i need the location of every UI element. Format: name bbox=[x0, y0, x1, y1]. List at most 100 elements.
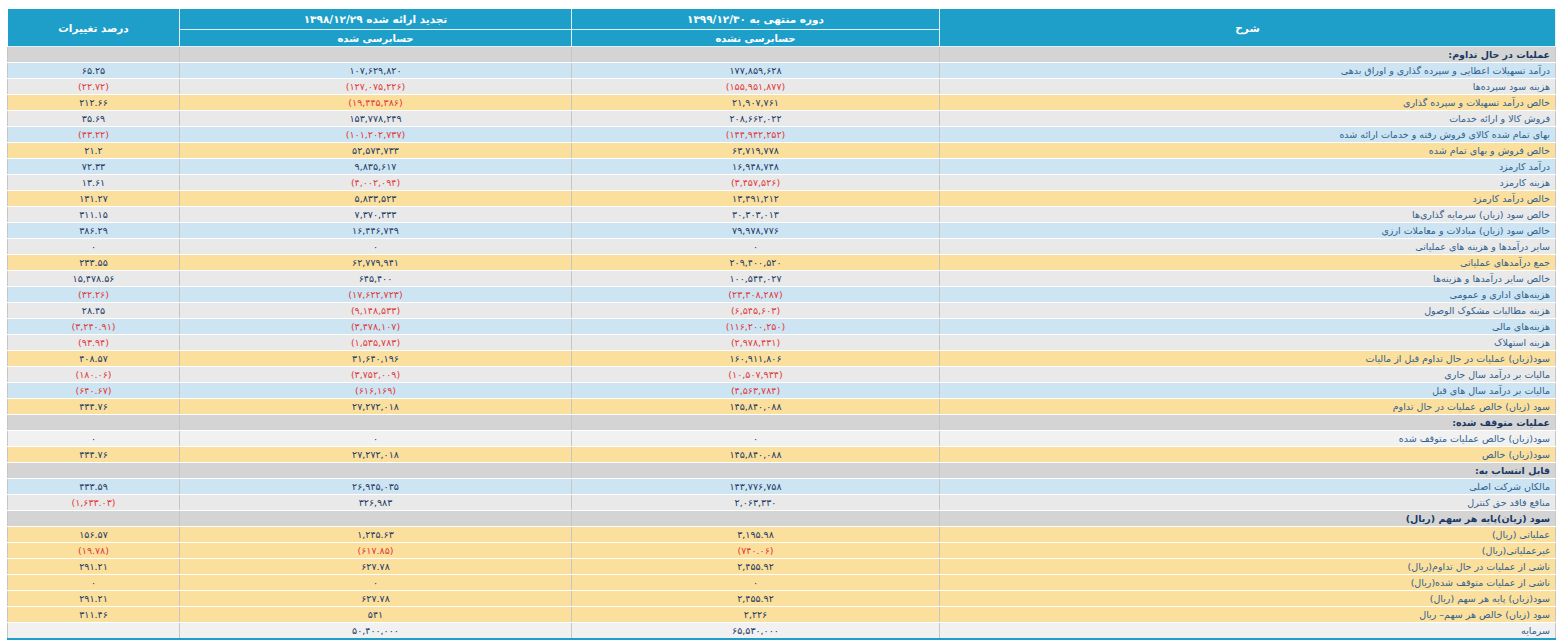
row-label: هزینه استهلاک bbox=[940, 335, 1556, 351]
table-body: عملیات در حال تداوم:درآمد تسهیلات اعطایی… bbox=[8, 47, 1556, 640]
change-percent-cell bbox=[8, 623, 180, 640]
row-label: هزینه سود سپرده‌ها bbox=[940, 79, 1556, 95]
row-label: مالیات بر درآمد سال های قبل bbox=[940, 383, 1556, 399]
row-label: سرمایه bbox=[940, 623, 1556, 640]
table-row: خالص درآمد تسهیلات و سپرده گذاری۲۱,۹۰۷,۷… bbox=[8, 95, 1556, 111]
section-row: سود (زیان)پایه هر سهم (ریال) bbox=[8, 511, 1556, 527]
current-period-cell: (۱۱۶,۲۰۰,۲۵۰) bbox=[572, 319, 940, 335]
row-label: سود(زیان) خالص عملیات متوقف شده bbox=[940, 431, 1556, 447]
row-label: فروش کالا و ارائه خدمات bbox=[940, 111, 1556, 127]
row-label: مالکان شرکت اصلی bbox=[940, 479, 1556, 495]
header-period-prior: تجدید ارائه شده ۱۳۹۸/۱۲/۲۹ bbox=[180, 9, 572, 30]
row-label: هزینه مطالبات مشکوک الوصول bbox=[940, 303, 1556, 319]
income-statement-table: شرح دوره منتهی به ۱۳۹۹/۱۲/۳۰ تجدید ارائه… bbox=[7, 8, 1556, 640]
current-period-cell: ۱۳,۴۹۱,۲۱۲ bbox=[572, 191, 940, 207]
change-percent-cell: ۲۱.۲ bbox=[8, 143, 180, 159]
prior-period-cell: ۷,۳۷۰,۳۳۳ bbox=[180, 207, 572, 223]
row-label: هزینه کارمزد bbox=[940, 175, 1556, 191]
prior-period-cell bbox=[180, 415, 572, 431]
current-period-cell: ۱۴۵,۸۴۰,۰۸۸ bbox=[572, 399, 940, 415]
row-label: خالص درآمد کارمزد bbox=[940, 191, 1556, 207]
current-period-cell: ۶۵,۵۳۰,۰۰۰ bbox=[572, 623, 940, 640]
table-row: سود(زیان) پایه هر سهم (ریال)۲,۴۵۵.۹۲۶۲۷.… bbox=[8, 591, 1556, 607]
change-percent-cell: (۴۳.۲۲) bbox=[8, 127, 180, 143]
current-period-cell: (۶,۵۴۵,۶۰۳) bbox=[572, 303, 940, 319]
table-row: خالص سود (زیان) سرمایه گذاری‌ها۳۰,۳۰۳,۰۱… bbox=[8, 207, 1556, 223]
row-label: سایر درآمدها و هزینه های عملیاتی bbox=[940, 239, 1556, 255]
table-row: سود (زیان) خالص عملیات در حال تداوم۱۴۵,۸… bbox=[8, 399, 1556, 415]
change-percent-cell: (۳,۲۴۰.۹۱) bbox=[8, 319, 180, 335]
current-period-cell: ۱۶,۹۴۸,۷۴۸ bbox=[572, 159, 940, 175]
current-period-cell: ۲,۴۵۵.۹۲ bbox=[572, 591, 940, 607]
row-label: خالص سود (زیان) سرمایه گذاری‌ها bbox=[940, 207, 1556, 223]
change-percent-cell: ۴۰۸.۵۷ bbox=[8, 351, 180, 367]
current-period-cell: ۰ bbox=[572, 239, 940, 255]
table-row: هزینه کارمزد(۳,۴۵۷,۵۲۶)(۴,۰۰۲,۰۹۴)۱۳.۶۱ bbox=[8, 175, 1556, 191]
change-percent-cell: ۲۳۳.۵۵ bbox=[8, 255, 180, 271]
financial-statement-page: شرح دوره منتهی به ۱۳۹۹/۱۲/۳۰ تجدید ارائه… bbox=[0, 0, 1564, 642]
change-percent-cell: ۳۵.۶۹ bbox=[8, 111, 180, 127]
change-percent-cell: ۰ bbox=[8, 575, 180, 591]
row-label: بهای تمام شده کالای فروش رفته و خدمات ار… bbox=[940, 127, 1556, 143]
change-percent-cell: ۴۳۳.۵۹ bbox=[8, 479, 180, 495]
prior-period-cell: (۶۱۶,۱۶۹) bbox=[180, 383, 572, 399]
prior-period-cell: ۱۵۳,۷۷۸,۲۴۹ bbox=[180, 111, 572, 127]
table-row: خالص سایر درآمدها و هزینه‌ها۱۰۰,۵۴۴,۰۲۷۶… bbox=[8, 271, 1556, 287]
prior-period-cell: ۵۰,۴۰۰,۰۰۰ bbox=[180, 623, 572, 640]
change-percent-cell: ۰ bbox=[8, 431, 180, 447]
current-period-cell: (۱۴۴,۹۴۲,۲۵۲) bbox=[572, 127, 940, 143]
current-period-cell: ۱۴۳,۷۷۶,۷۵۸ bbox=[572, 479, 940, 495]
current-period-cell: (۳,۴۵۷,۵۲۶) bbox=[572, 175, 940, 191]
prior-period-cell: ۶۲۷.۷۸ bbox=[180, 591, 572, 607]
table-row: مالیات بر درآمد سال جاری(۱۰,۵۰۷,۹۳۴)(۳,۷… bbox=[8, 367, 1556, 383]
prior-period-cell: (۹,۱۴۸,۵۳۳) bbox=[180, 303, 572, 319]
current-period-cell: ۲۰۸,۶۶۲,۰۲۲ bbox=[572, 111, 940, 127]
prior-period-cell: ۰ bbox=[180, 431, 572, 447]
section-row: عملیات متوقف شده: bbox=[8, 415, 1556, 431]
prior-period-cell: ۱۶,۴۴۶,۷۴۹ bbox=[180, 223, 572, 239]
header-period-current: دوره منتهی به ۱۳۹۹/۱۲/۳۰ bbox=[572, 9, 940, 30]
prior-period-cell: ۵۲,۵۷۴,۷۳۳ bbox=[180, 143, 572, 159]
row-label: هزینه‌های اداری و عمومی bbox=[940, 287, 1556, 303]
prior-period-cell: ۳۱,۶۴۰,۱۹۶ bbox=[180, 351, 572, 367]
change-percent-cell: ۲۱۲.۶۶ bbox=[8, 95, 180, 111]
table-row: خالص فروش و بهای تمام شده۶۳,۷۱۹,۷۷۸۵۲,۵۷… bbox=[8, 143, 1556, 159]
section-label: عملیات متوقف شده: bbox=[940, 415, 1556, 431]
change-percent-cell: ۱۳۱.۲۷ bbox=[8, 191, 180, 207]
prior-period-cell: ۶۴۵,۴۰۰ bbox=[180, 271, 572, 287]
table-row: فروش کالا و ارائه خدمات۲۰۸,۶۶۲,۰۲۲۱۵۳,۷۷… bbox=[8, 111, 1556, 127]
row-label: خالص درآمد تسهیلات و سپرده گذاری bbox=[940, 95, 1556, 111]
prior-period-cell: ۰ bbox=[180, 575, 572, 591]
change-percent-cell: ۱۵,۴۷۸.۵۶ bbox=[8, 271, 180, 287]
table-row: ناشی از عملیات در حال تداوم(ریال)۲,۴۵۵.۹… bbox=[8, 559, 1556, 575]
table-row: سایر درآمدها و هزینه های عملیاتی۰۰۰ bbox=[8, 239, 1556, 255]
table-row: درآمد کارمزد۱۶,۹۴۸,۷۴۸۹,۸۳۵,۶۱۷۷۲.۳۳ bbox=[8, 159, 1556, 175]
prior-period-cell: (۴,۰۰۲,۰۹۴) bbox=[180, 175, 572, 191]
change-percent-cell: (۹۳.۹۴) bbox=[8, 335, 180, 351]
row-label: ناشی از عملیات در حال تداوم(ریال) bbox=[940, 559, 1556, 575]
table-row: سود(زیان) خالص عملیات متوقف شده۰۰۰ bbox=[8, 431, 1556, 447]
row-label: منافع فاقد حق کنترل bbox=[940, 495, 1556, 511]
row-label: درآمد تسهیلات اعطایی و سپرده گذاری و اور… bbox=[940, 63, 1556, 79]
prior-period-cell: ۵,۸۳۳,۵۲۳ bbox=[180, 191, 572, 207]
table-row: سرمایه۶۵,۵۳۰,۰۰۰۵۰,۴۰۰,۰۰۰ bbox=[8, 623, 1556, 640]
header-prior-audit-status: حسابرسی شده bbox=[180, 30, 572, 47]
current-period-cell: ۰ bbox=[572, 575, 940, 591]
prior-period-cell bbox=[180, 463, 572, 479]
prior-period-cell: (۱۰۱,۲۰۲,۷۳۷) bbox=[180, 127, 572, 143]
change-percent-cell: ۶۵.۲۵ bbox=[8, 63, 180, 79]
row-label: سود(زیان) خالص bbox=[940, 447, 1556, 463]
current-period-cell: (۴,۵۶۳,۷۸۴) bbox=[572, 383, 940, 399]
row-label: درآمد کارمزد bbox=[940, 159, 1556, 175]
current-period-cell: ۱۴۵,۸۴۰,۰۸۸ bbox=[572, 447, 940, 463]
current-period-cell: ۰ bbox=[572, 431, 940, 447]
current-period-cell: ۲,۲۲۶ bbox=[572, 607, 940, 623]
table-row: منافع فاقد حق کنترل۲,۰۶۳,۳۳۰۳۲۶,۹۸۳(۱,۶۳… bbox=[8, 495, 1556, 511]
table-row: هزینه مطالبات مشکوک الوصول(۶,۵۴۵,۶۰۳)(۹,… bbox=[8, 303, 1556, 319]
change-percent-cell: ۱۵۶.۵۷ bbox=[8, 527, 180, 543]
section-label: سود (زیان)پایه هر سهم (ریال) bbox=[940, 511, 1556, 527]
table-row: عملیاتی (ریال)۳,۱۹۵.۹۸۱,۲۴۵.۶۳۱۵۶.۵۷ bbox=[8, 527, 1556, 543]
prior-period-cell: (۱۹,۴۴۵,۳۸۶) bbox=[180, 95, 572, 111]
row-label: خالص سود (زیان) مبادلات و معاملات ارزی bbox=[940, 223, 1556, 239]
row-label: خالص سایر درآمدها و هزینه‌ها bbox=[940, 271, 1556, 287]
